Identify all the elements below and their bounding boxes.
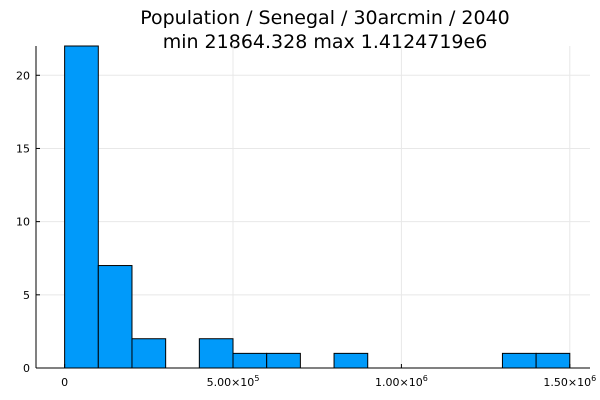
axes: [35, 46, 590, 369]
x-tick-label: 1.00×106: [375, 374, 428, 389]
x-tick-label: 0: [61, 376, 68, 389]
y-tick-labels: 0 5 10 15 20: [16, 69, 30, 375]
x-tick-label: 1.50×106: [543, 374, 596, 389]
y-tick-label: 0: [23, 362, 30, 375]
y-tick-label: 10: [16, 216, 30, 229]
y-tick-label: 20: [16, 69, 30, 82]
chart-title-line1: Population / Senegal / 30arcmin / 2040: [140, 7, 510, 29]
histogram-bar: [198, 338, 234, 369]
bars: [64, 45, 571, 369]
histogram-bar: [535, 352, 571, 369]
histogram-bar: [266, 352, 301, 369]
histogram-bar: [97, 265, 133, 369]
y-tick-label: 5: [23, 289, 30, 302]
histogram-bar: [64, 45, 99, 369]
x-tick-label: 5.00×105: [207, 374, 260, 389]
histogram-bar: [333, 352, 369, 369]
histogram-bar: [232, 352, 268, 369]
histogram-bar: [131, 338, 167, 369]
chart-title-line2: min 21864.328 max 1.4124719e6: [163, 31, 488, 53]
y-tick-label: 15: [16, 142, 30, 155]
x-tick-labels: 0 5.00×105 1.00×106 1.50×106: [61, 374, 596, 389]
histogram-bar: [501, 352, 537, 369]
